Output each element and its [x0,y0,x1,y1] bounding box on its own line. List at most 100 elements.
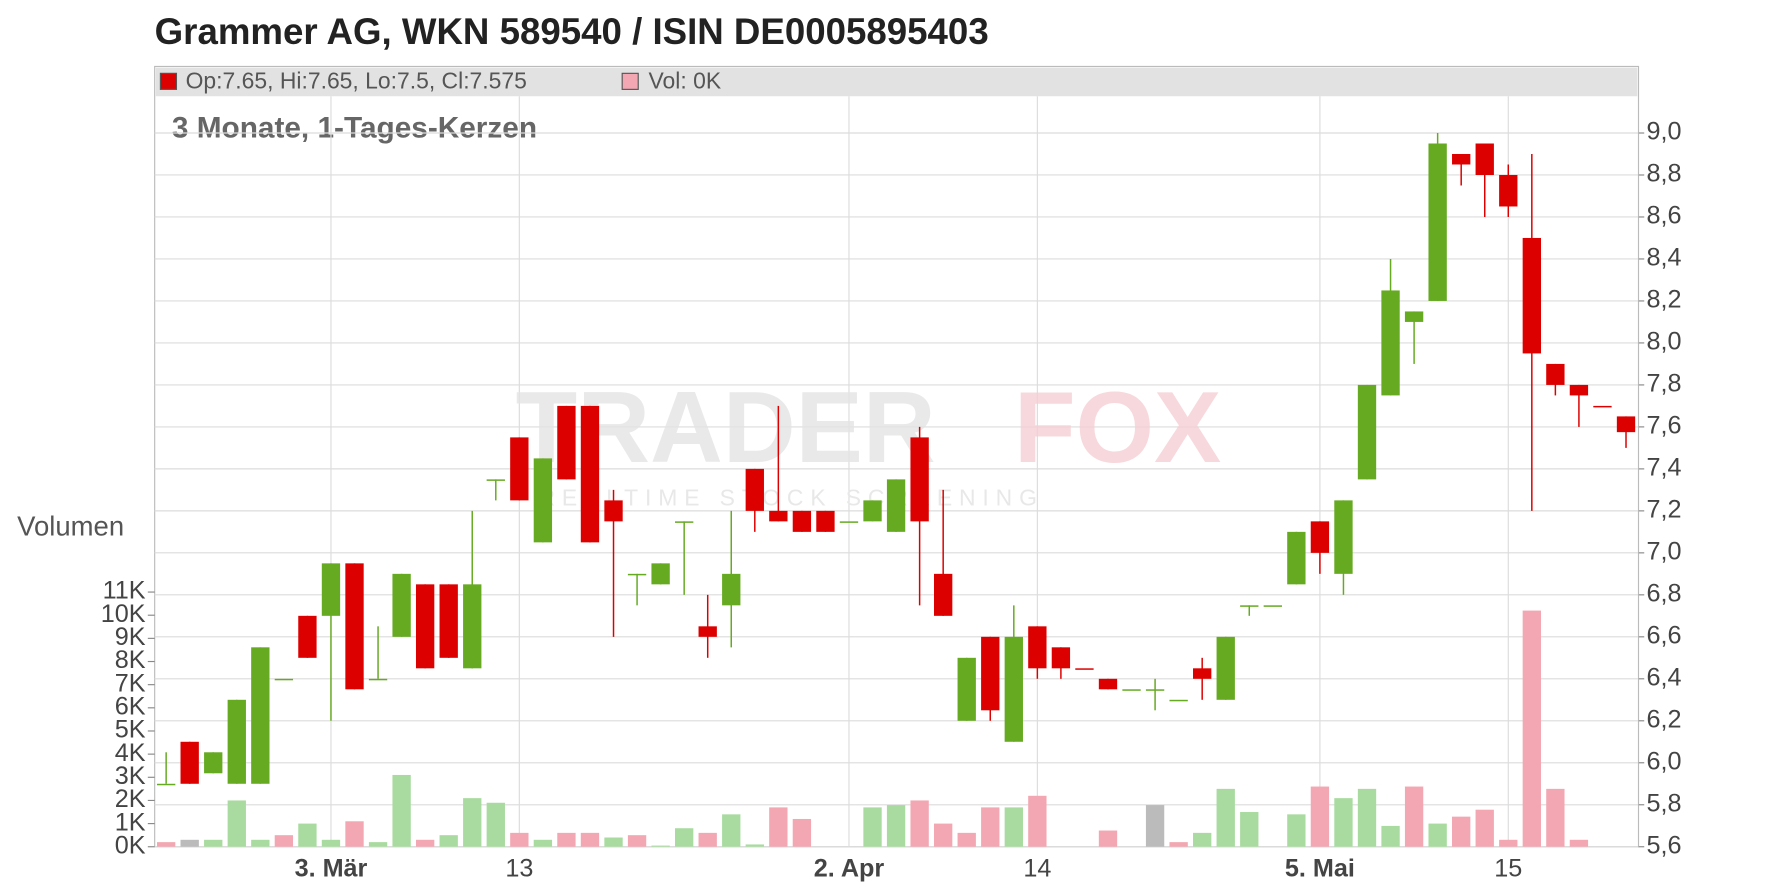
candle-body [321,563,341,616]
candle-body [1028,626,1047,669]
candle-body [981,636,1000,711]
candle-body [204,752,223,774]
volume-bar [1428,823,1447,847]
volume-bar [1357,788,1377,847]
volume-bar [1004,807,1023,847]
candle-body [1169,699,1188,702]
candle-body [1404,311,1424,322]
volume-bar [1404,786,1424,847]
candle-body [1145,689,1165,691]
candle-body [156,783,176,786]
volume-bar [722,814,741,847]
candle-body [745,468,764,511]
y-tick-label: 6,4 [1647,663,1682,691]
y-tick-label: 8,4 [1647,244,1682,272]
volume-bar [298,823,317,847]
y-tick-label: 6,2 [1647,705,1682,733]
candle-body [1334,500,1353,574]
volume-tick-label: 11K [103,577,146,605]
y-tick-label: 7,4 [1647,454,1682,482]
candle-body [1357,384,1377,480]
plot-area [154,65,1640,848]
candle-body [1287,531,1306,585]
candle-body [557,405,576,480]
volume-tick-label: 0K [115,831,146,859]
volume-bar [1169,842,1188,847]
candle-body [392,573,411,637]
chart-title: Grammer AG, WKN 589540 / ISIN DE00058954… [155,11,989,52]
candle-body [863,500,882,522]
candle-body [934,573,953,616]
volume-bar [1452,816,1471,847]
y-tick-label: 8,0 [1647,328,1682,356]
volume-bar [1499,839,1518,847]
y-tick-label: 7,2 [1647,496,1682,524]
candle-body [1004,636,1023,742]
volume-bar [1522,610,1541,847]
candle-body [368,678,388,681]
volume-tick-label: 7K [115,669,146,697]
candle-body [910,437,929,522]
y-tick-label: 6,8 [1647,579,1682,607]
candle-body [463,584,482,669]
candle-body [1475,143,1494,175]
x-tick-label: 2. Apr [814,854,885,882]
candle-body [415,584,435,669]
candle-body [1569,384,1589,396]
x-tick-label: 5. Mai [1285,854,1355,882]
candle-body [1616,416,1636,433]
subtitle: 3 Monate, 1-Tages-Kerzen [172,111,537,144]
volume-bar [463,798,482,847]
y-tick-label: 8,2 [1647,286,1682,314]
candle-body [651,563,670,585]
volume-bar [1145,805,1165,847]
candle-body [1263,605,1282,607]
candle-body [1452,153,1471,165]
volume-bar [651,845,670,847]
candle-body [1499,174,1518,207]
watermark: FOX [1014,372,1221,484]
candle-body [1098,678,1118,690]
candle-body [792,510,812,532]
volume-bar [368,842,388,847]
candle-body [1051,647,1071,669]
volume-bar [1216,788,1235,847]
candle-body [533,458,553,543]
candle-body [604,500,623,522]
x-tick-label: 14 [1023,854,1051,882]
volume-bar [580,832,600,847]
volume-bar [863,807,882,847]
volume-tick-label: 3K [115,762,146,790]
legend-label: Vol: 0K [649,68,722,94]
candle-body [698,626,717,637]
y-tick-label: 7,0 [1647,538,1682,566]
volume-bar [1028,795,1047,847]
candle-body [180,741,199,784]
volume-bar [1334,798,1353,847]
y-tick-label: 9,0 [1647,118,1682,146]
volume-bar [510,832,529,847]
candle-body [510,437,529,501]
candle-body [1310,521,1330,553]
legend-band [155,67,1638,97]
volume-bar [345,821,364,847]
candle-body [486,479,505,481]
candle-body [1193,668,1212,679]
volume-tick-label: 2K [115,785,146,813]
volume-bar [1098,830,1118,847]
volume-bar [981,807,1000,847]
candle-body [345,563,364,690]
candle-body [816,510,835,532]
candle-body [227,699,246,784]
volume-bar [251,839,270,847]
volume-bar [604,837,623,847]
volume-bar [557,832,576,847]
candle-body [439,584,458,658]
volume-tick-label: 4K [115,739,146,767]
y-tick-label: 5,6 [1647,831,1682,859]
volume-bar [957,832,976,847]
volume-bar [533,839,553,847]
volume-bar [1475,809,1494,847]
volume-bar [1240,812,1259,847]
